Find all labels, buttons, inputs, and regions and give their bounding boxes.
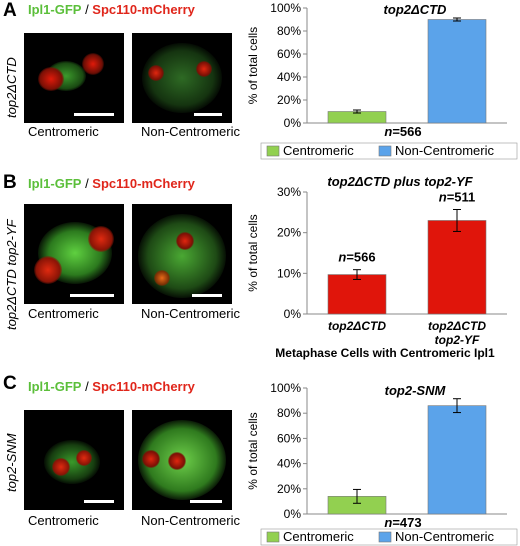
x-tick-label: top2-YF xyxy=(435,333,480,347)
bar xyxy=(427,220,487,315)
y-tick-label: 0% xyxy=(284,507,302,521)
legend-title-a: Ipl1-GFP / Spc110-mCherry xyxy=(28,2,195,17)
y-axis-label: % of total cells xyxy=(246,412,260,489)
legend-label: Centromeric xyxy=(283,529,354,544)
legend-swatch xyxy=(266,145,280,157)
legend-swatch xyxy=(266,531,280,543)
legend-separator: / xyxy=(81,379,93,394)
y-tick-label: 30% xyxy=(277,185,301,199)
chart-title: top2ΔCTD xyxy=(384,2,447,17)
chart-c: top2-SNM % of total cells 0% 20% 40% 60% 80% 10… xyxy=(246,381,518,546)
sample-size-label: n=566 xyxy=(338,250,375,265)
y-tick-label: 60% xyxy=(277,431,301,445)
legend-title-c: Ipl1-GFP / Spc110-mCherry xyxy=(28,379,195,394)
micrograph-centromeric-a xyxy=(24,33,124,123)
sample-size-label: n=511 xyxy=(439,189,476,204)
legend-title-b: Ipl1-GFP / Spc110-mCherry xyxy=(28,176,195,191)
x-tick-label: top2ΔCTD xyxy=(328,319,386,333)
legend-label: Non-Centromeric xyxy=(395,529,494,544)
chart-b: top2ΔCTD plus top2-YF % of total cells 0% 1… xyxy=(246,174,507,360)
micrograph-centromeric-b xyxy=(24,204,124,304)
legend-spc110-mcherry: Spc110-mCherry xyxy=(92,379,195,394)
y-tick-label: 40% xyxy=(277,70,301,84)
bar xyxy=(427,405,487,515)
panel-letter-c: C xyxy=(3,373,17,394)
legend-separator: / xyxy=(81,176,93,191)
bar xyxy=(327,274,387,315)
caption-non-centromeric-a: Non-Centromeric xyxy=(141,124,240,139)
legend-separator: / xyxy=(81,2,93,17)
strain-label-a: top2ΔCTD xyxy=(4,57,19,118)
caption-centromeric-a: Centromeric xyxy=(28,124,99,139)
chart-title: top2-SNM xyxy=(385,383,447,398)
y-tick-label: 100% xyxy=(270,381,301,395)
y-tick-label: 0% xyxy=(284,307,302,321)
y-axis-label: % of total cells xyxy=(246,27,260,104)
caption-centromeric-b: Centromeric xyxy=(28,306,99,321)
legend-ipl1-gfp: Ipl1-GFP xyxy=(28,2,82,17)
y-tick-label: 20% xyxy=(277,226,301,240)
x-axis-label: Metaphase Cells with Centromeric Ipl1 xyxy=(275,346,495,360)
y-tick-label: 20% xyxy=(277,93,301,107)
y-tick-label: 10% xyxy=(277,266,301,280)
x-tick-label: top2ΔCTD xyxy=(428,319,486,333)
micrograph-centromeric-c xyxy=(24,410,124,510)
caption-non-centromeric-c: Non-Centromeric xyxy=(141,513,240,528)
legend-ipl1-gfp: Ipl1-GFP xyxy=(28,379,82,394)
y-axis-label: % of total cells xyxy=(246,214,260,291)
legend-spc110-mcherry: Spc110-mCherry xyxy=(92,176,195,191)
chart-title: top2ΔCTD plus top2-YF xyxy=(327,174,473,189)
sample-size-label: n=473 xyxy=(384,515,421,530)
caption-centromeric-c: Centromeric xyxy=(28,513,99,528)
y-tick-label: 100% xyxy=(270,1,301,15)
legend-ipl1-gfp: Ipl1-GFP xyxy=(28,176,82,191)
bar xyxy=(427,19,487,124)
legend-label: Centromeric xyxy=(283,143,354,158)
y-tick-label: 0% xyxy=(284,116,302,130)
strain-label-c: top2-SNM xyxy=(4,433,19,492)
micrograph-non-centromeric-a xyxy=(132,33,232,123)
legend-spc110-mcherry: Spc110-mCherry xyxy=(92,2,195,17)
caption-non-centromeric-b: Non-Centromeric xyxy=(141,306,240,321)
panel-letter-b: B xyxy=(3,172,17,193)
legend-swatch xyxy=(378,145,392,157)
strain-label-b: top2ΔCTD top2-YF xyxy=(4,219,19,330)
sample-size-label: n=566 xyxy=(384,124,421,139)
micrograph-non-centromeric-b xyxy=(132,204,232,304)
chart-a: top2ΔCTD % of total cells 0% 20% 40% 60% 80% 10… xyxy=(246,1,518,160)
legend-swatch xyxy=(378,531,392,543)
panel-letter-a: A xyxy=(3,0,17,21)
legend-label: Non-Centromeric xyxy=(395,143,494,158)
y-tick-label: 40% xyxy=(277,457,301,471)
y-tick-label: 80% xyxy=(277,406,301,420)
y-tick-label: 80% xyxy=(277,24,301,38)
micrograph-non-centromeric-c xyxy=(132,410,232,510)
y-tick-label: 20% xyxy=(277,482,301,496)
y-tick-label: 60% xyxy=(277,47,301,61)
